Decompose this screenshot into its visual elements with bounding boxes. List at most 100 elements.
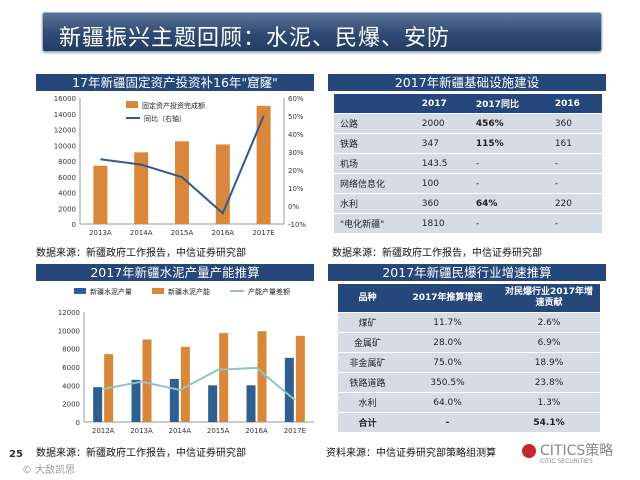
table-row: 金属矿 28.0% 6.9% <box>338 332 600 353</box>
y-tick-label: 8000 <box>62 346 80 354</box>
y2-tick-label: 0% <box>288 203 299 211</box>
cell: 161 <box>548 133 602 154</box>
explosives-table: 品种 2017年推算增速 对民爆行业2017年增速贡献 煤矿 11.7% 2.6… <box>338 284 600 433</box>
row-label: 网络信息化 <box>334 173 416 194</box>
x-tick-label: 2014A <box>169 427 192 435</box>
x-tick-label: 2015A <box>171 229 194 237</box>
cell: 360 <box>415 193 470 214</box>
y2-tick-label: 10% <box>288 185 304 193</box>
series-line <box>100 115 265 215</box>
bar-capacity <box>180 346 190 422</box>
panel4-header: 2017年新疆民爆行业增速推算 <box>328 264 606 281</box>
table-row: 水利 64.0% 1.3% <box>338 392 600 413</box>
row-label: 机场 <box>334 153 416 174</box>
table-row: 水利 360 64% 220 <box>334 193 602 214</box>
legend-label: 固定资产投资完成额 <box>142 101 205 110</box>
x-tick-label: 2014A <box>130 229 153 237</box>
cell: 54.1% <box>498 412 600 433</box>
col-header: 2017年推算增速 <box>397 284 498 313</box>
bar <box>134 152 149 224</box>
cell: - <box>469 213 549 234</box>
y-tick-label: 10000 <box>54 142 76 150</box>
row-label: 水利 <box>338 392 398 413</box>
cell: 6.9% <box>498 332 600 353</box>
x-tick-label: 2017E <box>252 229 274 237</box>
legend-label: 新疆水泥产能 <box>168 287 210 296</box>
row-label: 煤矿 <box>338 312 398 333</box>
bar <box>256 105 271 224</box>
col-header: 2017 <box>415 94 470 114</box>
table-row: "电化新疆" 1810 - - <box>334 213 602 234</box>
col-header: 2017同比 <box>469 94 549 114</box>
watermark-sub: CITIC SECURITIES <box>540 458 593 465</box>
table-row: 公路 2000 456% 360 <box>334 113 602 134</box>
cell: - <box>469 173 549 194</box>
cell: - <box>397 412 498 433</box>
bar-capacity <box>219 333 229 422</box>
y-tick-label: 2000 <box>58 205 76 213</box>
cell: 28.0% <box>397 332 498 353</box>
title-box: 新疆振兴主题回顾：水泥、民爆、安防 <box>42 12 602 52</box>
y2-tick-label: 30% <box>288 149 304 157</box>
row-label: 合计 <box>338 412 398 433</box>
page-title: 新疆振兴主题回顾：水泥、民爆、安防 <box>59 26 451 51</box>
cell: 64% <box>469 193 549 214</box>
panel3-header: 2017年新疆水泥产量产能推算 <box>36 264 314 281</box>
bar <box>175 141 189 224</box>
y2-tick-label: 20% <box>288 167 304 175</box>
bar <box>93 165 108 224</box>
y-tick-label: 0 <box>76 419 80 427</box>
row-label: 公路 <box>334 113 416 134</box>
citic-logo-icon <box>522 444 536 458</box>
legend-label: 新疆水泥产量 <box>90 287 132 296</box>
table-row: 合计 - 54.1% <box>338 412 600 433</box>
y-tick-label: 6000 <box>58 174 76 182</box>
cell: 1.3% <box>498 392 600 413</box>
cell: 456% <box>469 113 549 134</box>
legend-swatch <box>74 288 86 294</box>
table-row: 网络信息化 100 - - <box>334 173 602 194</box>
col-header: 2016 <box>548 94 602 114</box>
cell: 23.8% <box>498 372 600 393</box>
cell: 1810 <box>415 213 470 234</box>
y2-tick-label: -10% <box>288 221 306 229</box>
cell: 350.5% <box>397 372 498 393</box>
bar-capacity <box>295 335 305 422</box>
cell: 64.0% <box>397 392 498 413</box>
y-tick-label: 12000 <box>54 127 76 135</box>
cell: 220 <box>548 193 602 214</box>
table-row: 铁路道路 350.5% 23.8% <box>338 372 600 393</box>
bar-production <box>208 385 218 422</box>
row-label: 铁路道路 <box>338 372 398 393</box>
x-tick-label: 2013A <box>89 229 112 237</box>
cell: 347 <box>415 133 470 154</box>
row-label: 铁路 <box>334 133 416 154</box>
panel1-header: 17年新疆固定资产投资补16年"窟窿" <box>36 74 314 91</box>
legend-label: 同比（右轴） <box>144 114 186 123</box>
y-tick-label: 0 <box>72 221 76 229</box>
cement-chart: 0 2000 4000 6000 8000 10000 12000 2012A 2013A 201… <box>58 287 314 435</box>
infrastructure-table: 2017 2017同比 2016 公路 2000 456% 360 铁路 347… <box>334 94 602 234</box>
title-bar: 新疆振兴主题回顾：水泥、民爆、安防 <box>0 0 640 62</box>
panel4-source: 资料来源：中信证券研究部策略组测算 <box>326 448 496 459</box>
panel2-header: 2017年新疆基础设施建设 <box>328 74 606 91</box>
panel3-source: 数据来源：新疆政府工作报告，中信证券研究部 <box>36 448 246 459</box>
watermark-left: © 大敌凯思 <box>22 465 76 476</box>
y-tick-label: 4000 <box>62 382 80 390</box>
table-header-row: 2017 2017同比 2016 <box>334 94 602 114</box>
y-tick-label: 6000 <box>62 364 80 372</box>
y2-tick-label: 50% <box>288 113 304 121</box>
row-label: 水利 <box>334 193 416 214</box>
cell: 115% <box>469 133 549 154</box>
col-header: 品种 <box>338 284 398 313</box>
bar-capacity <box>142 339 152 422</box>
y-tick-label: 2000 <box>62 401 80 409</box>
y-tick-label: 16000 <box>54 95 76 103</box>
cell: 100 <box>415 173 470 194</box>
y-tick-label: 12000 <box>58 309 80 317</box>
y-tick-label: 10000 <box>58 327 80 335</box>
row-label: 非金属矿 <box>338 352 398 373</box>
x-tick-label: 2015A <box>207 427 230 435</box>
cell: 143.5 <box>415 153 470 174</box>
table-row: 铁路 347 115% 161 <box>334 133 602 154</box>
